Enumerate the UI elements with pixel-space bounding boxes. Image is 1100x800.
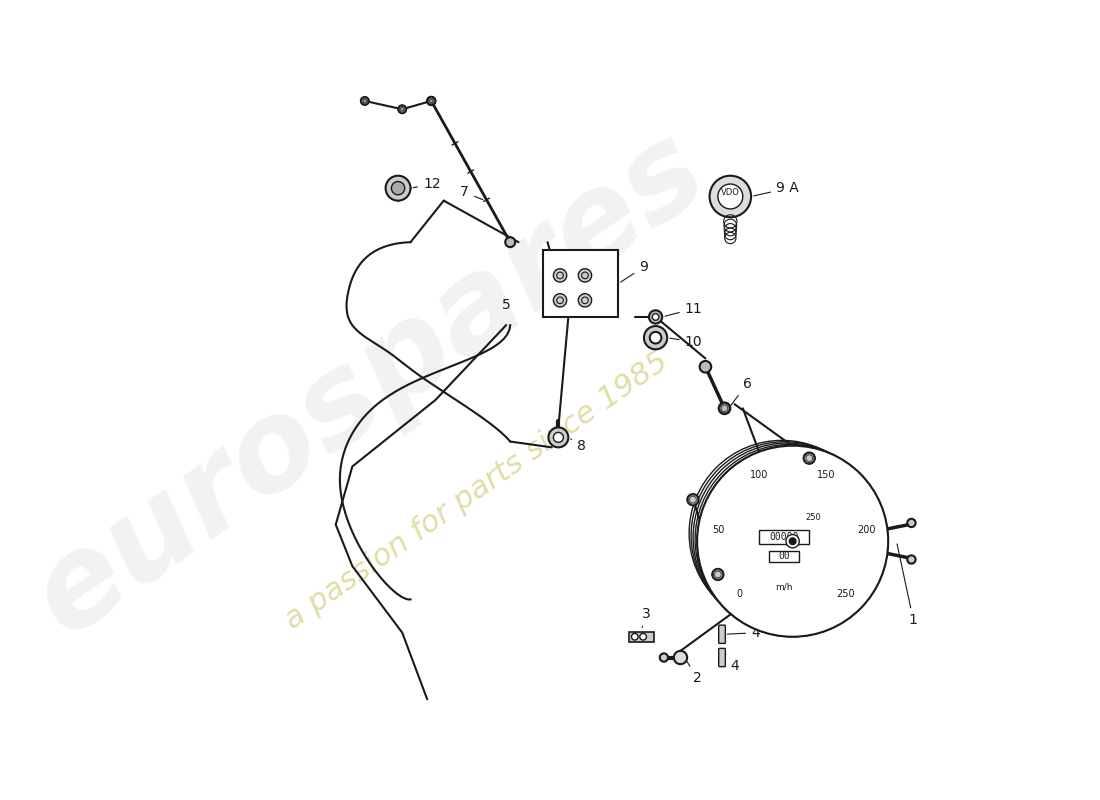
FancyBboxPatch shape	[543, 250, 618, 317]
FancyBboxPatch shape	[769, 551, 800, 562]
Circle shape	[398, 105, 406, 114]
Circle shape	[505, 237, 515, 247]
Circle shape	[700, 361, 712, 373]
Circle shape	[710, 176, 751, 218]
FancyBboxPatch shape	[718, 625, 725, 643]
Text: 00000: 00000	[770, 532, 799, 542]
Text: 100: 100	[749, 470, 768, 480]
Text: 9 A: 9 A	[754, 182, 799, 196]
Circle shape	[908, 518, 915, 527]
Text: 6: 6	[730, 377, 751, 406]
Text: 10: 10	[670, 335, 702, 349]
Text: 8: 8	[571, 439, 585, 453]
Text: m/h: m/h	[776, 582, 793, 591]
Text: VDO: VDO	[720, 188, 740, 197]
Circle shape	[553, 294, 566, 307]
Circle shape	[786, 534, 800, 548]
Circle shape	[631, 634, 638, 640]
Circle shape	[427, 97, 436, 105]
Circle shape	[652, 314, 659, 320]
Text: 4: 4	[724, 651, 739, 673]
Text: 9: 9	[620, 260, 648, 282]
Circle shape	[790, 538, 796, 545]
Circle shape	[640, 634, 647, 640]
Circle shape	[553, 269, 566, 282]
Text: 00: 00	[779, 551, 790, 561]
Text: 2: 2	[682, 654, 702, 686]
Text: 11: 11	[664, 302, 703, 316]
Circle shape	[361, 97, 368, 105]
FancyBboxPatch shape	[629, 632, 653, 642]
Circle shape	[688, 494, 698, 506]
Circle shape	[579, 294, 592, 307]
Circle shape	[392, 182, 405, 195]
Circle shape	[649, 310, 662, 323]
Text: 12: 12	[414, 177, 441, 191]
Text: 1: 1	[898, 544, 917, 627]
Circle shape	[650, 332, 661, 343]
Circle shape	[386, 176, 410, 201]
Text: 200: 200	[857, 525, 876, 534]
Text: 5: 5	[502, 298, 510, 312]
Text: 0: 0	[737, 589, 742, 599]
Circle shape	[697, 446, 888, 637]
Circle shape	[553, 432, 563, 442]
Text: 7: 7	[461, 186, 483, 200]
Text: 250: 250	[836, 589, 855, 599]
Circle shape	[674, 651, 688, 664]
Circle shape	[908, 555, 915, 564]
Text: a passion for parts since 1985: a passion for parts since 1985	[279, 347, 674, 635]
Circle shape	[712, 569, 724, 580]
Text: eurospares: eurospares	[11, 107, 727, 659]
Text: 50: 50	[713, 525, 725, 534]
Circle shape	[644, 326, 668, 350]
Circle shape	[427, 97, 436, 105]
Circle shape	[718, 184, 743, 209]
Circle shape	[549, 427, 569, 447]
Circle shape	[579, 269, 592, 282]
Text: 3: 3	[641, 606, 650, 627]
Text: 4: 4	[727, 626, 760, 640]
FancyBboxPatch shape	[759, 530, 810, 544]
Circle shape	[803, 452, 815, 464]
Text: 150: 150	[817, 470, 836, 480]
Circle shape	[718, 402, 730, 414]
Circle shape	[660, 654, 668, 662]
FancyBboxPatch shape	[718, 648, 725, 666]
Text: 250: 250	[805, 514, 822, 522]
